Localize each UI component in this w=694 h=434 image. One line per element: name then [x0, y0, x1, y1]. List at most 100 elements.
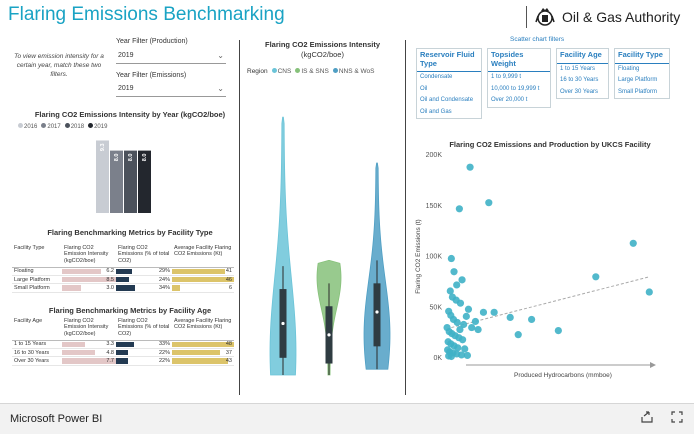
bar-data-label: 8.0	[142, 154, 148, 162]
legend-label: CNS	[277, 68, 292, 75]
slicer-option[interactable]: Oil	[420, 85, 428, 92]
scatter-point	[447, 352, 455, 361]
scatter-point	[506, 313, 514, 321]
slicer-option[interactable]: Oil and Condensate	[420, 97, 474, 104]
slicer-option[interactable]: Condensate	[420, 74, 453, 81]
panel-divider	[239, 40, 240, 395]
violin-chart-subtitle: (kgCO2/boe)	[301, 50, 344, 59]
slicer-option[interactable]: 1 to 9,999 t	[491, 74, 522, 81]
legend-item: 2018	[64, 123, 84, 130]
row-label: Floating	[12, 267, 62, 276]
cell-value: 7.7	[106, 357, 114, 364]
y-axis-label: Flaring CO2 Emissions (t)	[415, 219, 422, 293]
chevron-down-icon: ⌄	[217, 84, 224, 93]
slicer-option[interactable]: Oil and Gas	[420, 108, 452, 115]
avg-emissions-cell: 46	[172, 275, 234, 285]
cell-value: 1 to 15 Years	[14, 341, 47, 348]
bar-data-label: 9.3	[100, 143, 106, 151]
slicer-option[interactable]: Floating	[618, 65, 640, 72]
scatter-point	[458, 276, 466, 284]
slicer-option[interactable]: Large Platform	[618, 77, 658, 84]
cell-value: 46	[225, 276, 232, 283]
slicer-header: Topsides Weight	[488, 49, 550, 73]
org-logo: Oil & Gas Authority	[526, 4, 694, 32]
cell-value: 37	[225, 349, 232, 356]
scatter-point	[629, 239, 637, 247]
cell-value: 29%	[158, 268, 170, 275]
cell-value: 48	[225, 341, 232, 348]
filter-hint: To view emission intensity for a certain…	[14, 53, 104, 78]
table-header-row: Facility Type Flaring CO2 Emission Inten…	[12, 243, 234, 268]
slicer-option[interactable]: Over 30 Years	[560, 88, 599, 95]
bar	[124, 150, 137, 213]
table-row[interactable]: 1 to 15 Years 3.3 33% 48	[12, 340, 234, 349]
slicer-option[interactable]: Small Platform	[618, 88, 658, 95]
facility-type-table: Facility Type Flaring CO2 Emission Inten…	[12, 243, 234, 293]
column-header: Average Facility Flaring CO2 Emissions (…	[172, 316, 234, 341]
emissions-year-select[interactable]: 2019 ⌄	[116, 83, 226, 97]
footer-brand: Microsoft Power BI	[10, 413, 103, 425]
cell-value: 22%	[158, 349, 170, 356]
production-year-select[interactable]: 2019 ⌄	[116, 50, 226, 64]
avg-emissions-cell: 48	[172, 340, 234, 349]
table-row[interactable]: Small Platform 3.0 34% 6	[12, 283, 234, 293]
share-cell: 24%	[116, 275, 172, 285]
share-cell: 22%	[116, 348, 172, 358]
y-tick-label: 0K	[433, 355, 442, 362]
scatter-point	[456, 325, 464, 334]
intensity-cell: 4.8	[62, 348, 116, 358]
scatter-chart: 0K 50K 100K 150K 200K Flaring CO2 Emissions (…	[415, 152, 656, 379]
table-body: 1 to 15 Years 3.3 33% 48 16 to 30 Years 4.8 22…	[12, 340, 234, 366]
bar	[110, 150, 123, 213]
slicer-topsides-weight: Topsides Weight 1 to 9,999 t 10,000 to 19,…	[487, 48, 551, 108]
x-axis-arrowhead	[650, 362, 656, 368]
slicer-header: Reservoir Fluid Type	[417, 49, 481, 73]
legend-dot	[88, 123, 94, 128]
intensity-cell: 3.3	[62, 340, 116, 349]
scatter-point	[471, 317, 480, 326]
footer-bar: Microsoft Power BI	[0, 403, 694, 434]
scatter-point	[462, 312, 470, 320]
table-row[interactable]: 16 to 30 Years 4.8 22% 37	[12, 348, 234, 358]
scatter-point	[554, 326, 562, 335]
intensity-cell: 7.7	[62, 356, 116, 366]
fullscreen-icon[interactable]	[668, 410, 686, 428]
production-year-value: 2019	[118, 52, 134, 59]
cell-value: 16 to 30 Years	[14, 349, 50, 356]
page-title: Flaring Emissions Benchmarking	[8, 4, 285, 25]
facility-type-table-title: Flaring Benchmarking Metrics by Facility…	[47, 228, 213, 237]
legend-item: CNS	[271, 68, 292, 75]
cell-value: 41	[225, 268, 232, 275]
cell-bar	[172, 349, 220, 356]
table-row[interactable]: Floating 6.2 29% 41	[12, 267, 234, 276]
cell-value: 33%	[158, 341, 170, 348]
slicer-option[interactable]: 10,000 to 19,999 t	[491, 85, 540, 92]
scatter-point	[453, 318, 461, 327]
slicer-option[interactable]: Over 20,000 t	[491, 97, 528, 104]
cell-value: 43	[225, 357, 232, 364]
cell-value: Small Platform	[14, 284, 50, 291]
org-name: Oil & Gas Authority	[562, 9, 681, 25]
trend-line	[451, 276, 650, 329]
scatter-point	[453, 281, 461, 289]
legend-item: 2017	[41, 123, 61, 130]
bar	[138, 150, 151, 213]
legend-item: 2016	[18, 123, 37, 130]
slicer-option[interactable]: 1 to 15 Years	[560, 65, 596, 72]
cell-value: 3.0	[106, 284, 114, 291]
cell-bar	[62, 349, 96, 356]
scatter-point	[592, 273, 600, 281]
slicer-header: Facility Type	[615, 49, 669, 64]
legend-label: NNS & WoS	[338, 68, 375, 75]
share-icon[interactable]	[638, 410, 656, 428]
scatter-point	[460, 320, 468, 329]
scatter-point	[485, 199, 493, 207]
slicer-option[interactable]: 16 to 30 Years	[560, 77, 599, 84]
legend-label: 2019	[94, 124, 108, 130]
intensity-cell: 3.0	[62, 283, 116, 293]
table-row[interactable]: Large Platform 8.5 24% 46	[12, 275, 234, 285]
table-row[interactable]: Over 30 Years 7.7 22% 43	[12, 356, 234, 366]
cell-value: 6.2	[106, 268, 114, 275]
share-cell: 29%	[116, 267, 172, 276]
y-tick-label: 50K	[430, 304, 443, 311]
